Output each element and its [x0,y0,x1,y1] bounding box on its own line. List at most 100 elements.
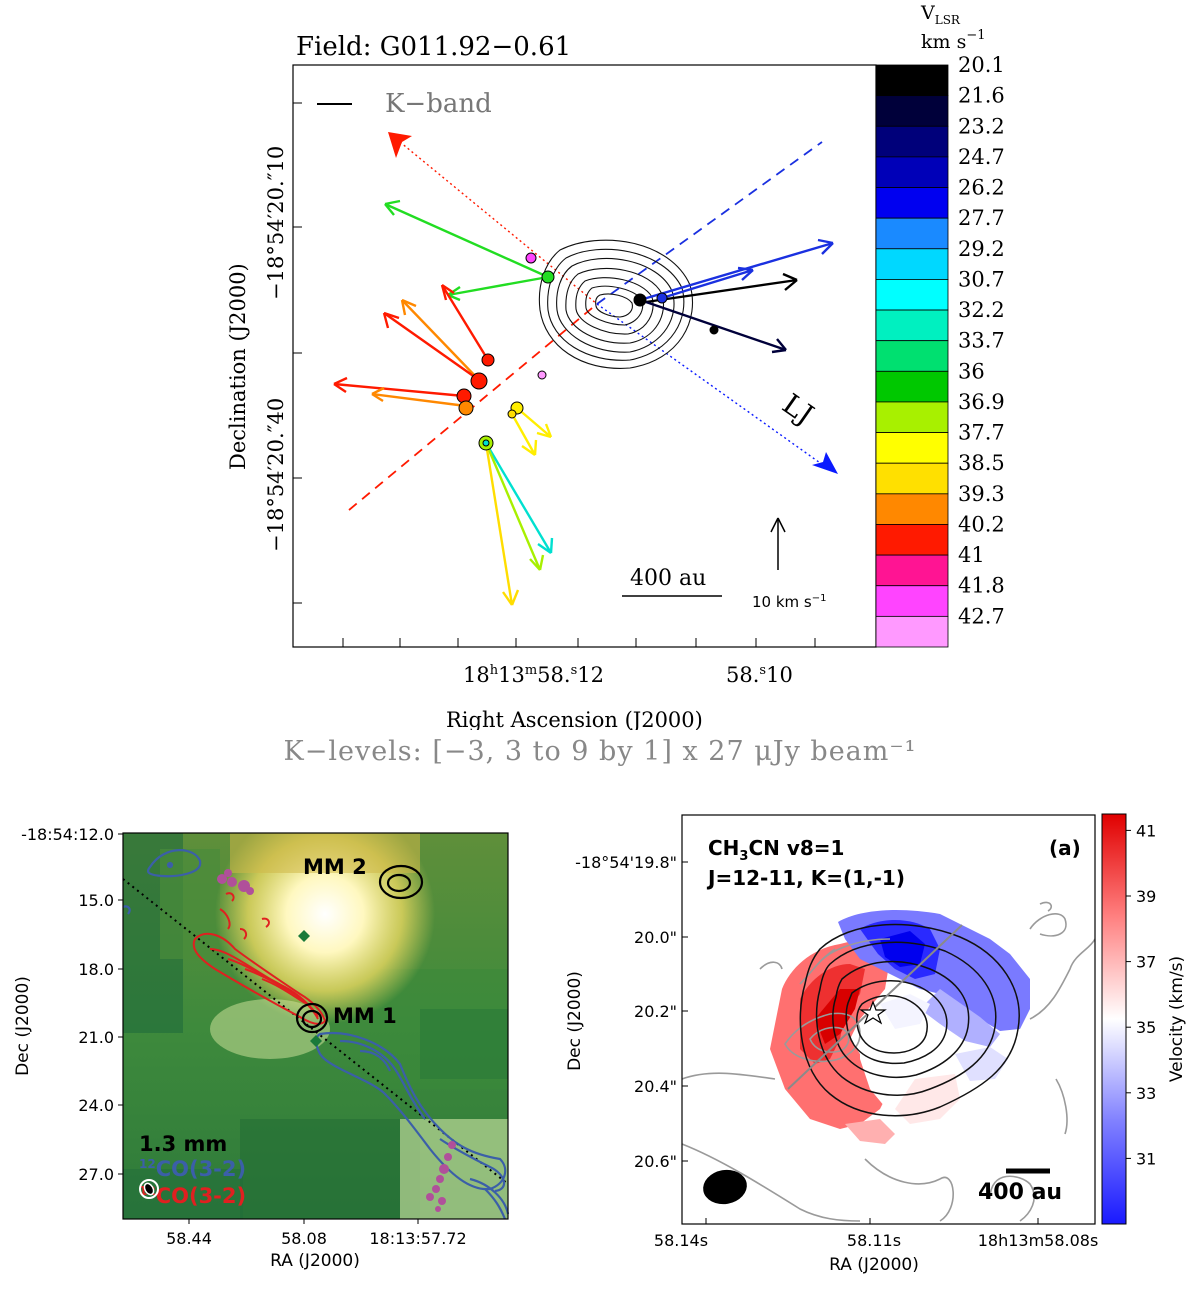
colorbar-tick-label: 42.7 [958,604,1005,628]
top-plot-frame [292,64,877,648]
colorbar-tick-label: 39.3 [958,482,1005,506]
top-x-tick-2: 58.s10 [726,663,793,687]
svg-text:27.0: 27.0 [78,1165,114,1184]
br-beam [703,1169,747,1205]
bl-masers [217,869,456,1212]
svg-text:58.14s: 58.14s [654,1231,708,1250]
maser-spots [456,252,719,451]
bl-ticks [118,833,419,1224]
br-x-axis-label: RA (J2000) [829,1255,919,1275]
bl-y-ticks: -18:54:12.0 15.0 18.0 21.0 24.0 27.0 [21,825,114,1184]
bl-x-ticks: 58.44 58.08 18:13:57.72 [166,1229,467,1248]
colorbar-tick-label: 40.2 [958,512,1005,536]
svg-text:-18°54'19.8": -18°54'19.8" [575,853,677,872]
colorbar-swatch [875,615,949,648]
bl-1mm-contours [295,864,424,1034]
svg-text:21.0: 21.0 [78,1028,114,1047]
br-colorbar-tick-label: 41 [1136,821,1156,840]
bl-diamond-1 [298,930,310,942]
colorbar-swatch [875,217,949,250]
colorbar-tick-label: 36.9 [958,390,1005,414]
svg-text:24.0: 24.0 [78,1096,114,1115]
bl-red-contours [192,892,327,1025]
colorbar-swatch [875,279,949,311]
br-image [770,910,1030,1144]
br-frame [681,814,1096,1225]
top-y-tick-1: −18°54′20.″10 [264,146,288,300]
br-colorbar-tick-label: 33 [1136,1084,1156,1103]
colorbar-tick-label: 41.8 [958,574,1005,598]
colorbar-swatch [875,187,949,219]
br-colorbar [1101,813,1127,1225]
colorbar-swatch [875,95,949,127]
br-colorbar-tick-label: 31 [1136,1149,1156,1168]
bottom-right-panel: 400 au CH3CN v8=1 J=12-11, K=(1,-1) (a) … [565,813,1187,1275]
top-y-tick-2: −18°54′20.″40 [264,398,288,552]
svg-text:20.6": 20.6" [634,1152,677,1171]
bl-beam-outline [139,1179,159,1199]
top-axis-ticks [293,102,816,647]
bl-blue-contours [122,849,510,1220]
br-title-line2: J=12-11, K=(1,-1) [706,866,905,890]
colorbar-tick-label: 37.7 [958,421,1005,445]
br-star-icon [859,1000,887,1025]
colorbar-swatch [875,125,949,158]
svg-text:20.4": 20.4" [634,1077,677,1096]
top-scale-bar-label: 400 au [630,566,706,591]
colorbar-title: VLSR [920,2,961,27]
lj-red-arrowhead [388,132,412,158]
legend-k-band: K−band [385,89,492,119]
colorbar-swatch [875,432,949,464]
top-title: Field: G011.92−0.61 [296,32,571,62]
k-band-contours [538,239,694,369]
top-panel: Field: G011.92−0.61 K−band [226,2,1005,730]
br-x-ticks: 58.14s 58.11s 18h13m58.08s [654,1231,1098,1250]
svg-text:58.44: 58.44 [166,1229,212,1248]
br-colorbar-tick-label: 35 [1136,1018,1156,1037]
br-black-contours [799,923,1020,1117]
bl-beam [143,1182,155,1196]
colorbar-unit: km s−1 [921,28,986,53]
colorbar-tick-label: 26.2 [958,176,1005,200]
legend-12co-blue: 12CO(3-2) [139,1157,246,1181]
colorbar-swatch [875,64,949,97]
colorbar-tick-label: 36 [958,359,985,383]
br-scale-label: 400 au [978,1180,1062,1205]
legend-1-3mm: 1.3 mm [139,1132,227,1156]
k-levels-caption: K−levels: [−3, 3 to 9 by 1] x 27 μJy bea… [283,736,917,767]
colorbar-swatch [875,340,949,372]
bl-frame [122,832,509,1220]
svg-text:20.0": 20.0" [634,928,677,947]
svg-text:58.11s: 58.11s [847,1231,901,1250]
svg-text:15.0: 15.0 [78,891,114,910]
svg-text:20.2": 20.2" [634,1002,677,1021]
colorbar-tick-label: 24.7 [958,145,1005,169]
colorbar-swatch [875,309,949,342]
colorbar-tick-label: 29.2 [958,237,1005,261]
colorbar-swatch [875,585,949,617]
br-colorbar-label: Velocity (km/s) [1167,956,1187,1082]
br-colorbar-tick-label: 39 [1136,887,1156,906]
colorbar-swatch [875,524,949,556]
colorbar-swatch [875,493,949,525]
br-grey-contours [681,901,1096,1222]
svg-text:18h13m58.08s: 18h13m58.08s [978,1231,1099,1250]
top-x-axis-label: Right Ascension (J2000) [446,708,703,730]
svg-text:58.08: 58.08 [281,1229,327,1248]
svg-text:-18:54:12.0: -18:54:12.0 [21,825,114,844]
svg-text:18.0: 18.0 [78,960,114,979]
colorbar-swatch [875,156,949,188]
colorbar-tick-label: 32.2 [958,298,1005,322]
label-mm2: MM 2 [303,855,367,879]
br-y-axis-label: Dec (J2000) [565,971,585,1071]
bottom-left-panel: MM 2 MM 1 1.3 mm 12CO(3-2) 12CO(3-2) -18… [13,825,510,1271]
br-colorbar-tick-label: 37 [1136,953,1156,972]
colorbar-tick-label: 20.1 [958,53,1005,77]
colorbar-tick-label: 41 [958,543,985,567]
colorbar-swatch [875,554,949,587]
top-x-tick-1: 18h13m58.s12 [463,663,604,687]
jet-axis-blue [596,141,823,305]
colorbar-swatch [875,401,949,433]
colorbar-tick-label: 30.7 [958,267,1005,291]
